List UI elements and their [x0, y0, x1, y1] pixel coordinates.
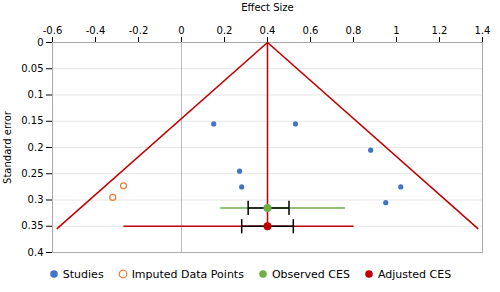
html-text:Imputed Data Points: Imputed Data Points: [131, 267, 244, 281]
svg-text:Standard error: Standard error: [2, 110, 13, 184]
svg-text:1.4: 1.4: [475, 25, 491, 36]
svg-text:0.4: 0.4: [28, 247, 44, 258]
svg-text:0.6: 0.6: [303, 25, 319, 36]
svg-text:0.25: 0.25: [21, 168, 43, 179]
svg-text:0.2: 0.2: [28, 142, 44, 153]
svg-text:0.1: 0.1: [28, 89, 44, 100]
svg-text:1.2: 1.2: [432, 25, 448, 36]
svg-text:-0.4: -0.4: [86, 25, 106, 36]
svg-text:0: 0: [37, 37, 43, 48]
svg-text:Effect Size: Effect Size: [241, 2, 294, 13]
html-text:Observed CES: Observed CES: [271, 267, 350, 281]
svg-text:0.05: 0.05: [21, 63, 43, 74]
svg-text:0: 0: [178, 25, 184, 36]
svg-text:1: 1: [393, 25, 399, 36]
html-text:Studies: Studies: [62, 267, 104, 281]
svg-text:-0.6: -0.6: [43, 25, 63, 36]
svg-text:0.8: 0.8: [346, 25, 362, 36]
svg-text:0.4: 0.4: [260, 25, 276, 36]
svg-text:0.35: 0.35: [21, 220, 43, 231]
html-text:Adjusted CES: Adjusted CES: [377, 267, 452, 281]
svg-text:0.15: 0.15: [21, 115, 43, 126]
svg-text:0.2: 0.2: [217, 25, 233, 36]
svg-text:-0.2: -0.2: [129, 25, 149, 36]
svg-text:0.3: 0.3: [28, 194, 44, 205]
